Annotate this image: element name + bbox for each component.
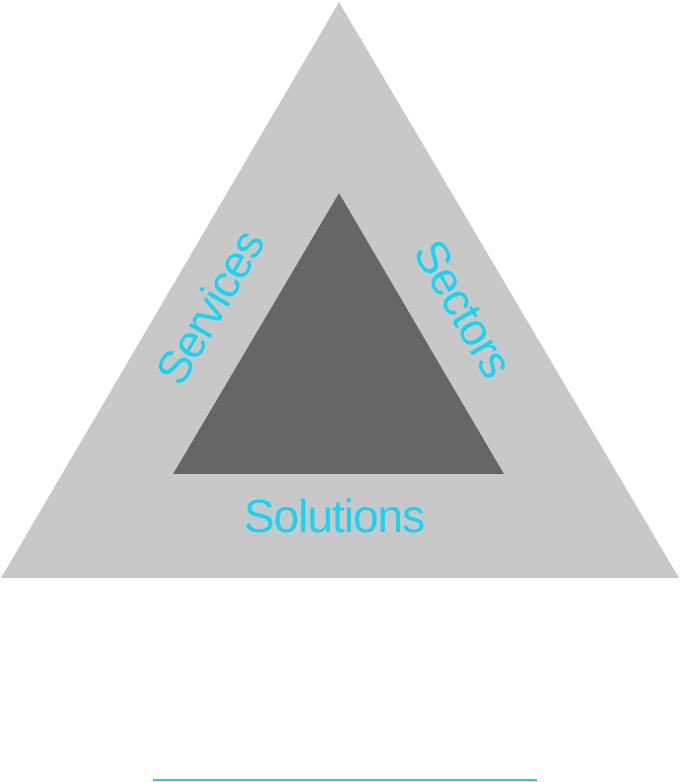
solutions-label: Solutions [244,490,424,542]
inner-triangle [173,193,504,474]
